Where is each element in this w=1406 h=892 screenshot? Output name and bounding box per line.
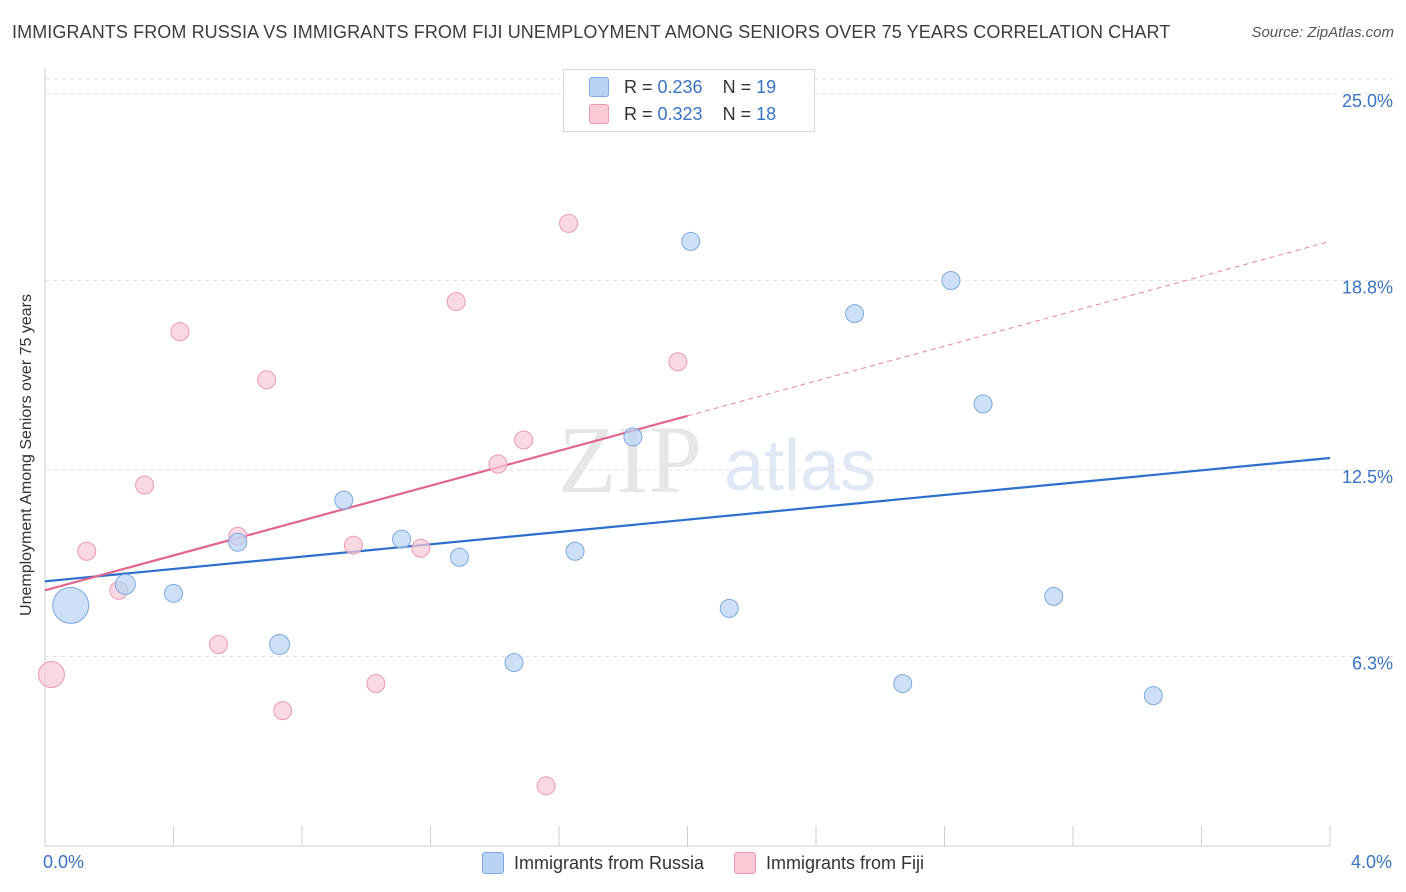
watermark-atlas: atlas	[724, 426, 876, 506]
fiji-point	[37, 661, 65, 689]
fiji-point	[668, 352, 688, 372]
fiji-point	[208, 634, 228, 654]
y-tick-label: 12.5%	[1342, 467, 1393, 487]
russia-point	[681, 231, 701, 251]
fiji-trend-extension	[687, 240, 1331, 417]
russia-trend-line	[44, 456, 1331, 583]
legend-label-fiji: Immigrants from Fiji	[766, 852, 925, 873]
data-points	[37, 213, 1163, 796]
axes	[44, 68, 1331, 847]
legend-row-russia: R = 0.236 N = 19	[589, 75, 776, 99]
fiji-point	[536, 776, 556, 796]
fiji-swatch	[589, 104, 609, 124]
russia-r-value: 0.236	[657, 76, 703, 97]
russia-point	[941, 271, 961, 291]
russia-point	[623, 427, 643, 447]
fiji-point	[366, 674, 386, 694]
y-tick-label: 6.3%	[1352, 654, 1393, 674]
fiji-point	[411, 538, 431, 558]
fiji-point	[343, 535, 363, 555]
russia-point	[334, 490, 354, 510]
legend-row-fiji: R = 0.323 N = 18	[589, 102, 776, 126]
russia-point	[52, 586, 90, 624]
russia-point	[114, 573, 136, 595]
source-label: Source: ZipAtlas.com	[1251, 24, 1394, 41]
fiji-point	[77, 541, 97, 561]
fiji-point	[488, 454, 508, 474]
fiji-point	[559, 213, 579, 233]
y-tick-label: 18.8%	[1342, 278, 1393, 298]
russia-point	[228, 532, 248, 552]
russia-point	[719, 598, 739, 618]
fiji-r-value: 0.323	[657, 103, 703, 124]
russia-point	[164, 583, 183, 603]
x-tick-max: 4.0%	[1350, 852, 1392, 872]
y-tick-labels: 6.3% 12.5% 18.8% 25.0%	[1342, 91, 1393, 673]
series-legend: Immigrants from Russia Immigrants from F…	[0, 852, 1406, 874]
fiji-point	[170, 322, 190, 342]
fiji-r-label: R =	[624, 103, 658, 124]
fiji-point	[446, 292, 466, 312]
legend-swatch-fiji	[734, 852, 757, 874]
russia-point	[893, 674, 913, 694]
russia-point	[565, 541, 585, 561]
chart-title: IMMIGRANTS FROM RUSSIA VS IMMIGRANTS FRO…	[12, 22, 1171, 42]
correlation-legend: R = 0.236 N = 19 R = 0.323 N = 18	[563, 69, 815, 132]
fiji-n-label: N =	[722, 103, 757, 124]
x-tick-min: 0.0%	[43, 852, 85, 872]
russia-point	[845, 304, 865, 324]
legend-item-fiji[interactable]: Immigrants from Fiji	[734, 852, 924, 874]
legend-item-russia[interactable]: Immigrants from Russia	[481, 852, 705, 874]
russia-point	[1143, 686, 1163, 706]
fiji-point	[514, 430, 534, 450]
trend-lines	[44, 240, 1331, 592]
gridlines	[45, 78, 1394, 658]
russia-swatch	[589, 77, 609, 97]
russia-point	[504, 653, 524, 673]
legend-swatch-russia	[481, 852, 504, 874]
fiji-point	[273, 701, 293, 721]
russia-n-value: 19	[756, 76, 777, 97]
russia-point	[392, 529, 412, 549]
russia-r-label: R =	[624, 76, 658, 97]
y-tick-label: 25.0%	[1342, 91, 1393, 111]
russia-point	[269, 633, 291, 655]
russia-n-label: N =	[722, 76, 757, 97]
fiji-point	[135, 475, 155, 495]
fiji-trend-line	[44, 414, 688, 592]
fiji-point	[257, 370, 277, 390]
russia-point	[449, 547, 469, 567]
russia-point	[1044, 586, 1064, 606]
russia-point	[973, 394, 993, 414]
watermark-zip: ZIP	[558, 406, 702, 513]
legend-label-russia: Immigrants from Russia	[513, 852, 705, 873]
fiji-n-value: 18	[756, 103, 777, 124]
